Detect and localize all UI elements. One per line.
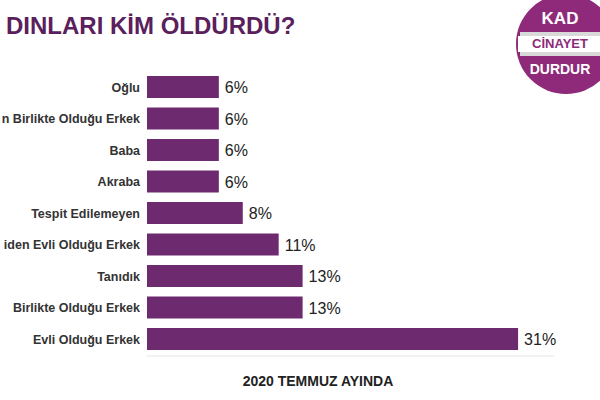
title: DINLARI KİM ÖLDÜRDÜ? bbox=[6, 12, 295, 39]
category-label: n Birlikte Olduğu Erkek bbox=[2, 112, 140, 126]
category-label: Tespit Edilemeyen bbox=[31, 207, 140, 221]
bar bbox=[147, 108, 219, 130]
data-label: 6% bbox=[225, 79, 248, 96]
category-label: Tanıdık bbox=[97, 270, 140, 284]
page: {"chart_data": {"type": "bar", "orientat… bbox=[0, 0, 600, 400]
axis-line bbox=[147, 356, 554, 357]
subtitle: 2020 TEMMUZ AYINDA bbox=[243, 373, 394, 389]
logo-text: DURDUR bbox=[530, 61, 591, 77]
logo: KAD CİNAYET DURDUR bbox=[516, 0, 600, 94]
data-label: 8% bbox=[249, 205, 272, 222]
bar bbox=[147, 328, 518, 350]
bar bbox=[147, 265, 303, 287]
labels: Oğlu 6% n Birlikte Olduğu Erkek 6% Baba 6% Akr… bbox=[2, 79, 556, 348]
data-label: 6% bbox=[225, 174, 248, 191]
logo-text: KAD bbox=[542, 9, 579, 28]
category-label: Birlikte Olduğu Erkek bbox=[13, 301, 140, 315]
category-label: Akraba bbox=[98, 175, 141, 189]
data-label: 31% bbox=[524, 331, 556, 348]
category-label: Evli Olduğu Erkek bbox=[33, 333, 140, 347]
bar bbox=[147, 202, 243, 224]
data-label: 13% bbox=[309, 300, 341, 317]
data-label: 11% bbox=[285, 237, 316, 254]
bar bbox=[147, 297, 303, 319]
data-label: 6% bbox=[225, 111, 248, 128]
logo-band bbox=[518, 36, 600, 52]
data-label: 13% bbox=[309, 268, 341, 285]
category-label: Oğlu bbox=[112, 81, 140, 95]
data-label: 6% bbox=[225, 142, 248, 159]
category-label: Baba bbox=[109, 144, 141, 158]
logo-circle bbox=[516, 0, 600, 94]
bar bbox=[147, 76, 219, 98]
bars bbox=[147, 76, 518, 350]
bar bbox=[147, 234, 279, 256]
category-label: iden Evli Olduğu Erkek bbox=[4, 238, 140, 252]
logo-text: CİNAYET bbox=[532, 36, 588, 51]
bar bbox=[147, 171, 219, 193]
bar bbox=[147, 139, 219, 161]
chart: DINLARI KİM ÖLDÜRDÜ? KAD CİNAYET DURDUR Oğlu… bbox=[0, 0, 600, 400]
